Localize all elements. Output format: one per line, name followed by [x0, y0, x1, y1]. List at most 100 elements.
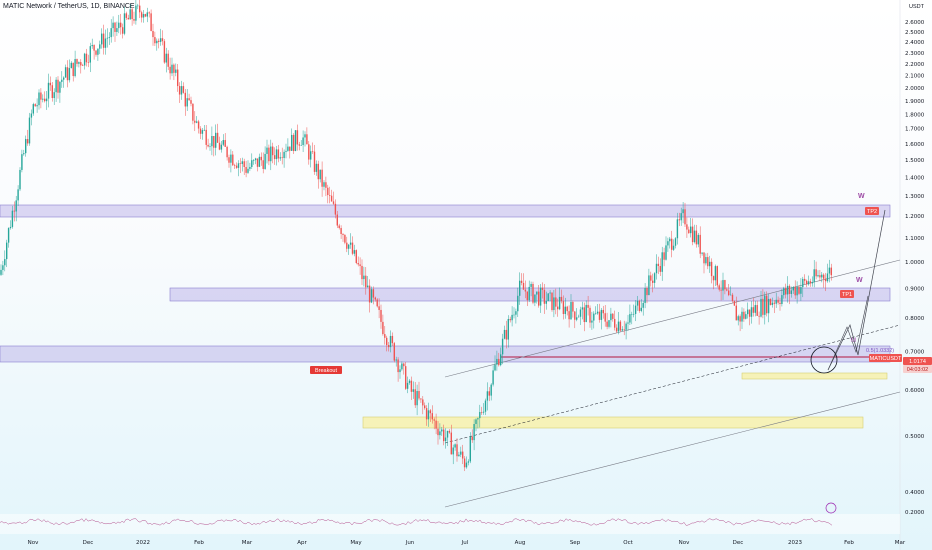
resistance-zone [169, 287, 891, 302]
candle-body [410, 380, 413, 392]
candle-body [68, 68, 71, 81]
candle-body [216, 132, 219, 143]
candle [697, 232, 699, 248]
projected-path [827, 209, 886, 371]
candle [108, 32, 110, 45]
candle-body [85, 53, 88, 63]
candle [93, 44, 95, 60]
y-tick-label: 2.0000 [905, 86, 925, 92]
candle-body [239, 163, 242, 164]
candle [579, 306, 582, 325]
x-tick-label: 2022 [136, 540, 150, 546]
candle [433, 417, 435, 430]
candle-body [602, 309, 604, 314]
candle [353, 244, 356, 257]
candle-body [823, 274, 825, 279]
candle-body [23, 153, 25, 155]
candle-body [330, 195, 333, 202]
candle-body [201, 130, 204, 134]
candle-body [256, 158, 259, 167]
candle [177, 64, 179, 92]
lightning-icon [825, 502, 837, 514]
symbol-badge: MATICUSDT [870, 356, 902, 362]
candle-body [610, 313, 612, 321]
candle-body [144, 14, 147, 17]
candle [530, 281, 532, 297]
candle [722, 272, 724, 300]
candle-body [93, 45, 95, 51]
candle [395, 356, 397, 367]
candle [481, 406, 483, 415]
candle-body [811, 282, 813, 284]
candle-body [589, 307, 591, 323]
candle-body [165, 53, 167, 63]
candle [319, 169, 321, 183]
candle [627, 314, 629, 331]
candle [729, 286, 732, 296]
candle [710, 258, 713, 284]
candle-body [766, 295, 768, 314]
candle [239, 158, 242, 174]
candle-body [566, 306, 568, 312]
candle [393, 341, 395, 363]
candle [429, 408, 432, 422]
candle-body [53, 92, 55, 99]
candle-body [306, 134, 308, 145]
candle-body [357, 262, 359, 265]
candle-body [194, 120, 196, 123]
candle [59, 81, 61, 103]
candle [593, 311, 595, 329]
candle [95, 49, 97, 57]
candle [526, 291, 528, 307]
candle [532, 281, 534, 305]
candle [194, 111, 196, 132]
candle [577, 314, 580, 318]
candle-body [604, 313, 606, 322]
candle [634, 300, 637, 322]
candle-body [640, 307, 642, 311]
candle [819, 269, 821, 282]
candle-body [258, 156, 261, 167]
candle [61, 71, 63, 88]
candle-body [167, 53, 169, 67]
candle-body [370, 289, 373, 303]
x-tick-label: Nov [679, 540, 690, 546]
candle-body [57, 79, 59, 93]
candle [220, 141, 223, 153]
candle-body [579, 309, 582, 317]
indicator-bg [0, 514, 900, 534]
candle-body [633, 313, 635, 315]
candle [416, 384, 418, 416]
candle [106, 28, 109, 48]
candle [788, 284, 791, 305]
candle [321, 161, 323, 197]
candle [405, 361, 407, 390]
candle [477, 417, 479, 429]
candle [228, 154, 230, 168]
candle [648, 268, 650, 296]
candle-body [710, 261, 713, 277]
candle-body [804, 278, 806, 281]
candle [190, 96, 192, 107]
candle [279, 152, 281, 161]
candle [762, 289, 764, 319]
candle [475, 418, 477, 432]
candle-body [163, 41, 166, 63]
candle [781, 288, 783, 307]
candle-body [596, 311, 599, 314]
candle-body [291, 134, 293, 151]
candle [367, 275, 369, 288]
candle-body [462, 451, 464, 459]
candle [230, 149, 232, 173]
candle-body [101, 33, 103, 45]
candle [363, 266, 365, 287]
candle [51, 82, 53, 102]
candle [758, 311, 760, 325]
candle-body [118, 22, 120, 29]
candle-body [0, 269, 2, 275]
candle-body [805, 280, 808, 285]
candle [465, 456, 468, 469]
candle-body [606, 321, 608, 327]
candle-body [361, 265, 363, 280]
